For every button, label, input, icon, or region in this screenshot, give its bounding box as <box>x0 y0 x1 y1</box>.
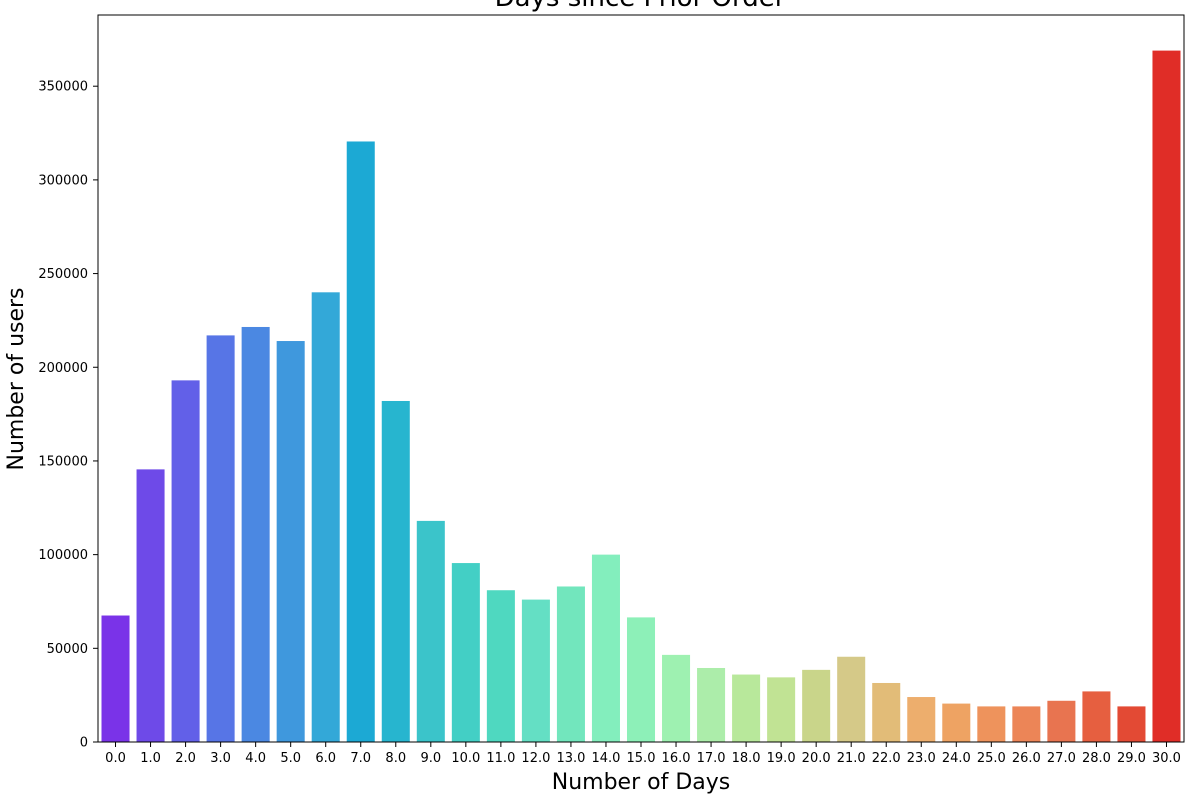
y-axis-label: Number of users <box>4 287 29 470</box>
y-tick-label: 250000 <box>38 267 88 282</box>
bar-1.0 <box>136 469 165 743</box>
bar-2.0 <box>171 380 200 742</box>
bar-13.0 <box>556 586 585 742</box>
x-tick-label: 3.0 <box>210 751 231 766</box>
x-axis: 0.0 1.0 2.0 3.0 4.0 5.0 6.0 7.0 8.0 9.0 10.0 11.0 12… <box>105 742 1181 766</box>
x-tick-label: 5.0 <box>280 751 301 766</box>
bar-29.0 <box>1117 706 1146 742</box>
x-tick-label: 0.0 <box>105 751 126 766</box>
x-tick-label: 29.0 <box>1117 751 1146 766</box>
bar-5.0 <box>276 341 305 742</box>
bar-27.0 <box>1047 700 1076 742</box>
y-tick-label: 300000 <box>38 173 88 188</box>
x-tick-label: 26.0 <box>1012 751 1041 766</box>
x-tick-label: 13.0 <box>556 751 585 766</box>
bar-3.0 <box>206 335 235 742</box>
x-axis-label: Number of Days <box>552 770 730 795</box>
x-tick-label: 24.0 <box>942 751 971 766</box>
bar-26.0 <box>1012 706 1041 742</box>
chart-title: Days since Prior Order <box>495 0 786 13</box>
x-tick-label: 10.0 <box>451 751 480 766</box>
x-tick-label: 27.0 <box>1047 751 1076 766</box>
bar-30.0 <box>1152 50 1181 743</box>
bars-group <box>101 50 1181 743</box>
x-tick-label: 1.0 <box>140 751 161 766</box>
bar-23.0 <box>907 697 936 742</box>
y-tick-label: 150000 <box>38 454 88 469</box>
x-tick-label: 25.0 <box>977 751 1006 766</box>
bar-25.0 <box>977 706 1006 742</box>
y-tick-label: 0 <box>80 736 88 751</box>
x-tick-label: 21.0 <box>837 751 866 766</box>
bar-17.0 <box>697 667 726 742</box>
y-tick-label: 50000 <box>47 642 88 657</box>
x-tick-label: 20.0 <box>802 751 831 766</box>
x-tick-label: 23.0 <box>907 751 936 766</box>
x-tick-label: 28.0 <box>1082 751 1111 766</box>
bar-8.0 <box>381 400 410 742</box>
plot-frame <box>97 14 1185 743</box>
bar-7.0 <box>346 141 375 743</box>
x-tick-label: 12.0 <box>521 751 550 766</box>
x-tick-label: 11.0 <box>486 751 515 766</box>
x-tick-label: 14.0 <box>591 751 620 766</box>
bar-19.0 <box>767 677 796 742</box>
bar-9.0 <box>416 520 445 742</box>
x-tick-label: 15.0 <box>627 751 656 766</box>
x-tick-label: 17.0 <box>697 751 726 766</box>
bar-18.0 <box>732 674 761 742</box>
x-tick-label: 30.0 <box>1152 751 1181 766</box>
x-tick-label: 7.0 <box>350 751 371 766</box>
x-tick-label: 16.0 <box>662 751 691 766</box>
x-tick-label: 8.0 <box>385 751 406 766</box>
bar-24.0 <box>942 703 971 742</box>
x-tick-label: 22.0 <box>872 751 901 766</box>
bar-21.0 <box>837 656 866 742</box>
x-tick-label: 2.0 <box>175 751 196 766</box>
bar-22.0 <box>872 682 901 742</box>
y-tick-label: 100000 <box>38 548 88 563</box>
x-tick-label: 9.0 <box>420 751 441 766</box>
bar-20.0 <box>802 669 831 742</box>
y-axis: 0 50000 100000 150000 200000 250000 300000 3500… <box>38 80 98 751</box>
bar-14.0 <box>591 554 620 742</box>
x-tick-label: 6.0 <box>315 751 336 766</box>
bar-4.0 <box>241 326 270 742</box>
x-tick-label: 4.0 <box>245 751 266 766</box>
y-tick-label: 350000 <box>38 80 88 95</box>
bar-0.0 <box>101 615 130 742</box>
bar-6.0 <box>311 292 340 742</box>
x-tick-label: 18.0 <box>732 751 761 766</box>
bar-12.0 <box>521 599 550 742</box>
bar-10.0 <box>451 563 480 742</box>
bar-16.0 <box>662 654 691 742</box>
bar-11.0 <box>486 590 515 742</box>
y-tick-label: 200000 <box>38 361 88 376</box>
x-tick-label: 19.0 <box>767 751 796 766</box>
bar-15.0 <box>626 617 656 742</box>
bar-28.0 <box>1082 691 1111 742</box>
